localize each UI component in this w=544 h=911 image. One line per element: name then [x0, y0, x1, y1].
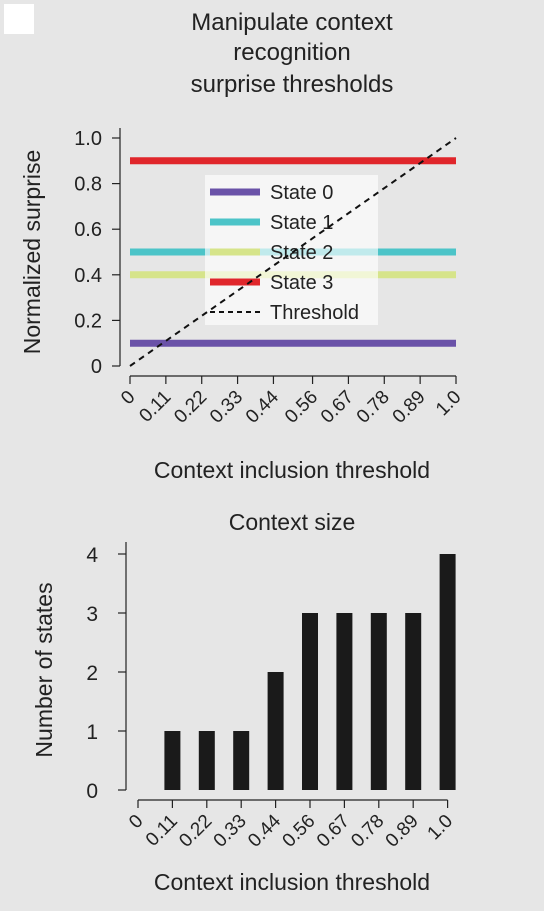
top-chart-title-line-3: surprise thresholds [191, 71, 394, 98]
top-chart-x-tick-label: 0 [117, 387, 139, 409]
bottom-chart-x-tick-label: 0.89 [382, 811, 423, 852]
bottom-chart-x-tick-label: 1.0 [424, 811, 458, 845]
legend-label: State 1 [270, 212, 333, 234]
legend-label: Threshold [270, 302, 359, 324]
bar-0.78 [370, 613, 387, 790]
top-chart-x-tick-label: 0.33 [206, 387, 247, 428]
bottom-chart-x-tick-label: 0.11 [142, 811, 182, 851]
top-chart-legend: State 0 State 1 State 2 State 3 Threshold [205, 175, 378, 325]
bottom-chart-x-tick-label: 0.78 [347, 811, 388, 852]
top-chart-y-tick-label: 0.6 [74, 219, 102, 241]
top-chart-x-tick-label: 0.56 [281, 387, 322, 428]
bottom-chart-title: Context size [229, 509, 356, 535]
bar-0.44 [267, 672, 284, 790]
bottom-chart-x-tick-label: 0.22 [175, 811, 216, 852]
bottom-chart-x-tick-label: 0.44 [244, 810, 285, 851]
top-chart-y-tick-label: 0 [91, 356, 102, 378]
bottom-chart-y-tick-label: 2 [86, 662, 98, 685]
bar-0.11 [164, 731, 181, 790]
surprise-threshold-chart: Manipulate context recognition surprise … [19, 9, 466, 483]
bottom-chart-y-tick-label: 3 [86, 603, 98, 626]
legend-label: State 3 [270, 272, 333, 294]
bottom-chart-x-axis-label: Context inclusion threshold [154, 869, 430, 895]
top-chart-title-line-1: Manipulate context [191, 9, 393, 36]
top-chart-y-tick-label: 0.4 [74, 265, 102, 287]
legend-label: State 0 [270, 182, 333, 204]
top-chart-x-tick-label: 0.22 [170, 387, 211, 428]
top-chart-y-tick-label: 0.8 [74, 174, 102, 196]
series-line-threshold [129, 137, 457, 367]
bottom-chart-x-tick-label: 0.33 [210, 811, 251, 852]
top-chart-y-tick-label: 1.0 [74, 128, 102, 150]
top-chart-x-tick-label: 0.44 [242, 386, 283, 427]
bottom-chart-y-tick-label: 1 [86, 721, 98, 744]
bottom-chart-y-tick-label: 4 [86, 544, 98, 567]
bottom-chart-y-axis-label: Number of states [31, 582, 57, 757]
bottom-chart-x-tick-label: 0 [125, 811, 147, 833]
bar-0.67 [336, 613, 353, 790]
bottom-chart-x-tick-label: 0.56 [279, 811, 320, 852]
context-size-chart: Context size Number of states Context in… [31, 509, 457, 895]
bar-0.89 [405, 613, 422, 790]
bottom-chart-x-tick-label: 0.67 [313, 811, 354, 852]
top-chart-x-tick-label: 0.67 [317, 387, 358, 428]
corner-marker [4, 4, 34, 34]
bar-0.22 [198, 731, 215, 790]
bar-1.0 [439, 554, 456, 790]
top-chart-x-axis-label: Context inclusion threshold [154, 457, 430, 483]
bar-0.33 [233, 731, 250, 790]
top-chart-y-tick-label: 0.2 [74, 310, 102, 332]
top-chart-y-axis-label: Normalized surprise [19, 150, 45, 355]
top-chart-x-tick-label: 0.89 [389, 387, 430, 428]
top-chart-x-tick-label: 0.78 [353, 387, 394, 428]
top-chart-x-tick-label: 1.0 [432, 387, 466, 421]
top-chart-x-tick-label: 0.11 [135, 387, 175, 427]
bottom-chart-y-tick-label: 0 [86, 780, 98, 803]
legend-label: State 2 [270, 242, 333, 264]
top-chart-title-line-2: recognition [233, 39, 350, 66]
bar-0.56 [302, 613, 318, 790]
